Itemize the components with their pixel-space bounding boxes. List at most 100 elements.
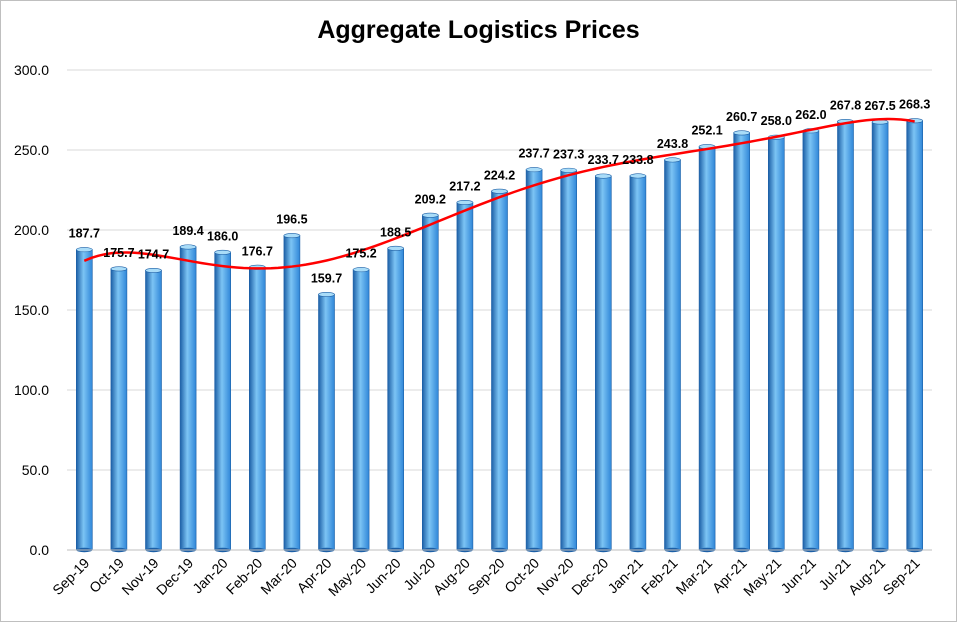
bar (906, 120, 924, 551)
bar-cap (629, 173, 647, 179)
bar-cap (560, 167, 578, 173)
data-label: 262.0 (795, 108, 826, 122)
bar-cap (733, 130, 751, 136)
bar (871, 121, 889, 551)
bar-cap (318, 291, 335, 297)
y-tick-label: 250.0 (14, 142, 49, 158)
x-tick-label: Jun-20 (362, 555, 404, 597)
y-tick-label: 150.0 (14, 302, 49, 318)
bar (594, 175, 612, 551)
bar (698, 146, 716, 551)
data-label: 186.0 (207, 229, 238, 243)
x-tick-label: Feb-21 (638, 555, 681, 598)
bar-cap (145, 267, 162, 273)
bar (179, 246, 197, 551)
y-tick-label: 50.0 (22, 462, 49, 478)
bar (352, 269, 370, 551)
x-tick-label: Jan-21 (604, 555, 646, 597)
x-tick-label: Mar-21 (673, 555, 716, 598)
bar (214, 252, 231, 551)
x-tick-label: Mar-20 (257, 555, 300, 598)
data-label: 188.5 (380, 225, 411, 239)
bar (318, 294, 335, 551)
chart-title: Aggregate Logistics Prices (317, 16, 640, 44)
x-tick-label: Sep-20 (464, 555, 507, 598)
data-label: 209.2 (415, 192, 446, 206)
bar-cap (664, 157, 681, 163)
trendline (83, 117, 915, 270)
bar-cap (421, 212, 439, 218)
y-tick-label: 0.0 (30, 542, 50, 558)
bar (525, 169, 543, 551)
data-label: 159.7 (311, 271, 342, 285)
bar (560, 170, 578, 551)
x-tick-label: Aug-21 (845, 555, 888, 598)
y-tick-label: 200.0 (14, 222, 49, 238)
bar-cap (491, 188, 508, 194)
data-label: 243.8 (657, 137, 688, 151)
x-tick-label: Dec-19 (153, 555, 196, 598)
data-label: 258.0 (761, 114, 792, 128)
bar-cap (387, 245, 405, 251)
data-label: 267.8 (830, 99, 861, 113)
data-label: 233.8 (622, 153, 653, 167)
bar-cap (594, 173, 612, 179)
bar (456, 202, 474, 551)
bar (837, 121, 854, 551)
x-tick-label: May-21 (740, 555, 784, 599)
bar (733, 132, 751, 551)
bar (145, 270, 162, 551)
data-label: 237.3 (553, 147, 584, 161)
bar (664, 159, 681, 551)
data-label: 260.7 (726, 110, 757, 124)
data-label: 217.2 (449, 179, 480, 193)
bar (76, 249, 93, 551)
bar (421, 214, 439, 551)
bar-cap (525, 167, 543, 173)
bar (767, 136, 785, 551)
bar (110, 268, 128, 551)
x-tick-label: Feb-20 (223, 555, 266, 598)
x-tick-label: Aug-20 (430, 555, 473, 598)
x-tick-label: May-20 (325, 555, 369, 599)
bar (283, 235, 301, 551)
bar-cap (214, 249, 231, 255)
bar (629, 175, 647, 551)
data-label: 196.5 (276, 213, 307, 227)
bar (491, 190, 508, 551)
bar-cap (76, 247, 93, 253)
x-tick-label: Sep-19 (49, 555, 92, 598)
data-label: 175.2 (345, 247, 376, 261)
bar (387, 248, 405, 551)
data-label: 187.7 (69, 227, 100, 241)
data-label: 176.7 (242, 244, 273, 258)
data-label: 233.7 (588, 153, 619, 167)
bar-cap (179, 244, 197, 250)
data-label: 174.7 (138, 247, 169, 261)
x-tick-label: Jan-20 (189, 555, 231, 597)
data-label: 237.7 (518, 147, 549, 161)
x-tick-label: Sep-21 (880, 555, 923, 598)
x-tick-label: Nov-19 (118, 555, 161, 598)
bar-cap (352, 267, 370, 273)
x-tick-label: Jun-21 (777, 555, 819, 597)
trendline-path (83, 117, 915, 270)
data-label: 267.5 (864, 99, 895, 113)
data-label: 175.7 (103, 246, 134, 260)
bars (76, 118, 924, 553)
x-tick-label: Dec-20 (568, 555, 611, 598)
data-label: 224.2 (484, 168, 515, 182)
bar-cap (456, 199, 474, 205)
data-label: 252.1 (691, 124, 722, 138)
bar (802, 130, 820, 551)
data-label: 268.3 (899, 98, 930, 112)
x-tick-label: Nov-20 (534, 555, 577, 598)
bar-cap (110, 266, 128, 272)
data-label: 189.4 (172, 224, 203, 238)
y-tick-label: 100.0 (14, 382, 49, 398)
bar-cap (283, 233, 301, 239)
bar (249, 266, 266, 551)
y-tick-label: 300.0 (14, 62, 49, 78)
